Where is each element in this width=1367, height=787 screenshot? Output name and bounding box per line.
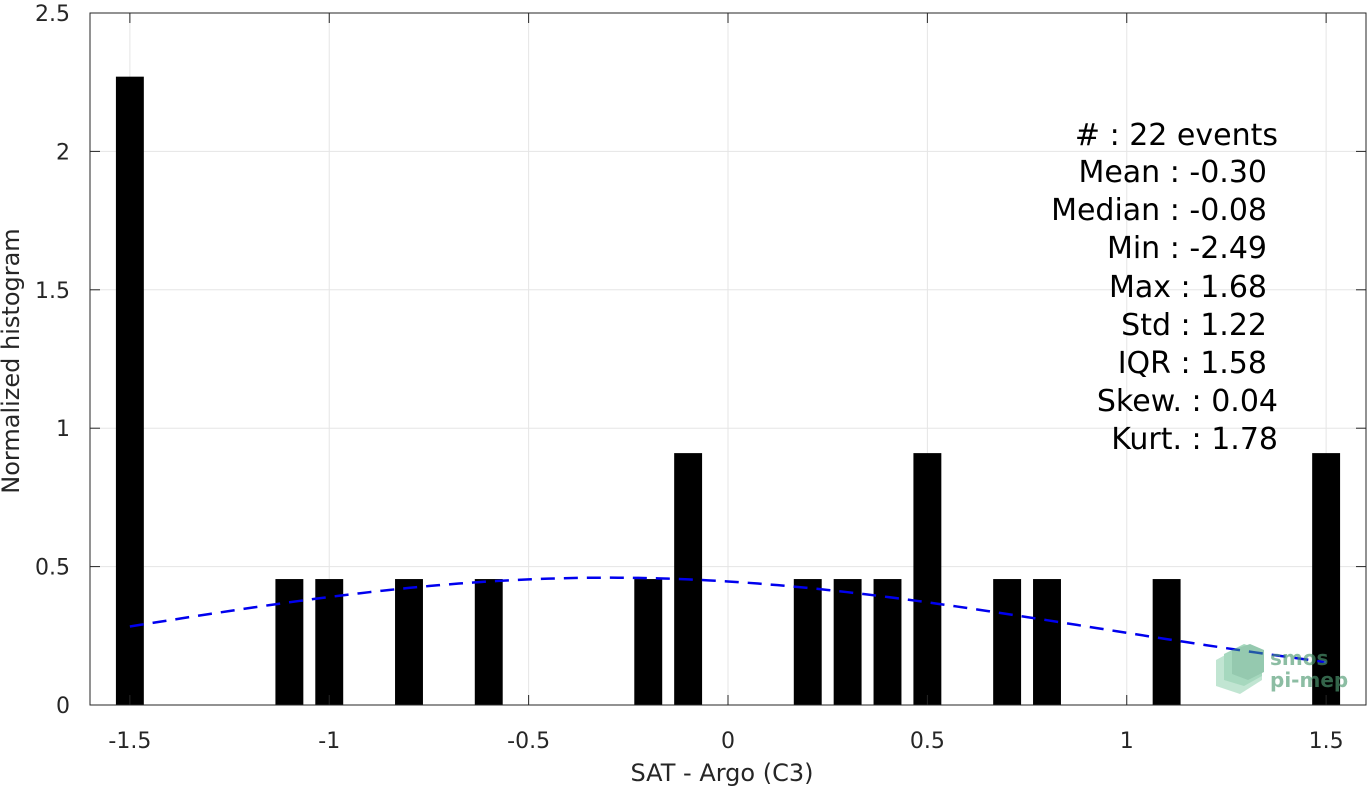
histogram-bar <box>115 76 144 705</box>
histogram-bar <box>1152 579 1181 705</box>
y-tick-label: 1 <box>56 417 70 442</box>
stat-skew: Skew. : 0.04 <box>1097 384 1278 419</box>
y-tick-label: 2.5 <box>35 2 70 27</box>
histogram-bar <box>1312 453 1341 705</box>
stat-max: Max : 1.68 <box>1109 270 1267 305</box>
histogram-bar <box>275 579 304 705</box>
x-tick-label: 1.5 <box>1309 729 1344 754</box>
x-tick-label: -1.5 <box>108 729 151 754</box>
fit-curve-group <box>129 576 1327 664</box>
histogram-bar <box>315 579 344 705</box>
x-tick-label: 0.5 <box>910 729 945 754</box>
histogram-bar <box>634 579 663 705</box>
stats-annotation: # : 22 events Mean : -0.30 Median : -0.0… <box>1051 118 1278 457</box>
bars <box>115 76 1341 705</box>
histogram-bar <box>793 579 822 705</box>
stat-mean: Mean : -0.30 <box>1078 155 1267 190</box>
logo-line-1: smos <box>1270 646 1328 670</box>
x-tick-label: 0 <box>721 729 735 754</box>
stat-std: Std : 1.22 <box>1121 308 1267 343</box>
x-tick-label: -1 <box>318 729 340 754</box>
histogram-bar <box>474 579 503 705</box>
y-axis-label: Normalized histogram <box>0 228 25 493</box>
histogram-bar <box>1033 579 1061 705</box>
x-tick-label: 1 <box>1120 729 1134 754</box>
y-tick-label: 0.5 <box>35 556 70 581</box>
stat-events: # : 22 events <box>1075 118 1278 153</box>
histogram-bar <box>913 453 942 705</box>
histogram-bar <box>395 579 423 705</box>
stat-iqr: IQR : 1.58 <box>1118 346 1267 381</box>
histogram-bar <box>993 579 1022 705</box>
stat-median: Median : -0.08 <box>1051 193 1267 228</box>
stat-kurt: Kurt. : 1.78 <box>1111 422 1278 457</box>
y-tick-label: 1.5 <box>35 279 70 304</box>
y-tick-label: 0 <box>56 694 70 719</box>
logo-cube-icon <box>1216 644 1264 694</box>
smos-pimep-logo: smos pi-mep <box>1216 644 1348 694</box>
histogram-bar <box>833 579 862 705</box>
axis-ticks: -1.5 -1 -0.5 0 0.5 1 1.5 0 0.5 1 1.5 2 2.5 <box>35 2 1366 754</box>
y-tick-label: 2 <box>56 140 70 165</box>
histogram-bar <box>873 579 902 705</box>
stat-min: Min : -2.49 <box>1107 231 1267 266</box>
x-tick-label: -0.5 <box>507 729 550 754</box>
x-axis-label: SAT - Argo (C3) <box>631 759 814 787</box>
logo-line-2: pi-mep <box>1270 668 1348 692</box>
normal-fit-curve <box>129 576 1327 664</box>
